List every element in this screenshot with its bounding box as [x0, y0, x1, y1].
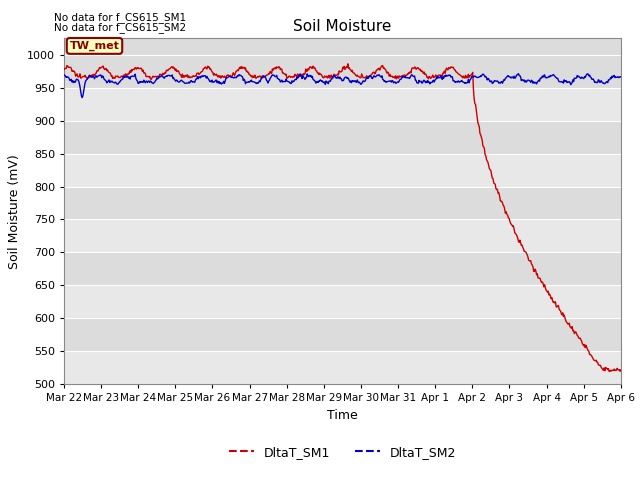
Title: Soil Moisture: Soil Moisture	[293, 20, 392, 35]
Text: No data for f_CS615_SM2: No data for f_CS615_SM2	[54, 22, 186, 33]
Text: TW_met: TW_met	[70, 41, 120, 51]
Bar	[64, 285, 621, 318]
X-axis label: Time: Time	[327, 408, 358, 421]
Y-axis label: Soil Moisture (mV): Soil Moisture (mV)	[8, 154, 21, 269]
Bar	[64, 154, 621, 187]
Bar	[64, 351, 621, 384]
Bar	[64, 88, 621, 120]
Legend: DltaT_SM1, DltaT_SM2: DltaT_SM1, DltaT_SM2	[223, 441, 461, 464]
Text: No data for f_CS615_SM1: No data for f_CS615_SM1	[54, 12, 186, 23]
Bar	[64, 219, 621, 252]
